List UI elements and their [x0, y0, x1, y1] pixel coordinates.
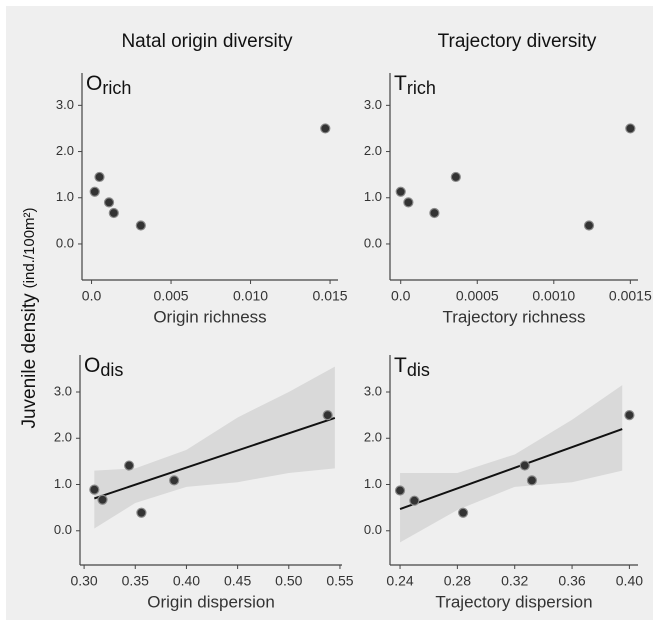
x-axis-title: Origin dispersion	[147, 592, 275, 611]
panel-title: Tdis	[394, 354, 430, 380]
point	[458, 507, 469, 518]
x-tick-label: 0.0010	[532, 288, 575, 304]
point	[320, 123, 331, 134]
point	[135, 220, 146, 231]
point	[169, 475, 180, 486]
fit-line	[94, 416, 336, 500]
y-tick-label: 0.0	[56, 235, 74, 250]
point	[625, 123, 636, 134]
y-tick-label: 2.0	[54, 430, 72, 445]
x-tick-label: 0.010	[233, 288, 268, 304]
confidence-band	[400, 385, 623, 543]
point	[583, 220, 595, 231]
x-tick-label: 0.0015	[609, 288, 652, 304]
y-tick-label: 2.0	[364, 143, 382, 158]
point	[409, 495, 420, 506]
y-label: Juvenile density	[19, 293, 40, 429]
y-tick-label: 0.0	[54, 522, 72, 537]
x-axis-title: Trajectory richness	[443, 307, 586, 326]
y-axis-title: Juvenile density (ind./100m²)	[19, 207, 40, 428]
x-axis-title: Trajectory dispersion	[435, 592, 592, 611]
panel-title-subscript: dis	[100, 360, 123, 380]
panel-title-subscript: dis	[407, 360, 430, 380]
x-tick-label: 0.0005	[456, 288, 499, 304]
x-tick-label: 0.40	[616, 573, 643, 589]
point	[519, 460, 530, 471]
fit-line	[399, 428, 623, 510]
point	[322, 410, 333, 421]
y-tick-label: 3.0	[54, 383, 72, 398]
panel-title-letter: T	[394, 354, 407, 377]
x-tick-label: 0.40	[173, 573, 200, 589]
point	[108, 207, 119, 219]
point	[89, 186, 100, 197]
point	[394, 485, 406, 496]
panel-title: Odis	[84, 354, 123, 380]
x-tick-label: 0.24	[386, 573, 413, 589]
point	[94, 171, 105, 183]
y-tick-label: 2.0	[364, 430, 382, 445]
point	[624, 410, 635, 421]
point	[136, 507, 147, 518]
x-tick-label: 0.0	[82, 288, 102, 304]
panel-title: Trich	[394, 72, 436, 98]
y-tick-label: 3.0	[364, 383, 382, 398]
x-tick-label: 0.28	[444, 573, 471, 589]
x-tick-label: 0.35	[122, 573, 149, 589]
background	[6, 6, 653, 620]
x-tick-label: 0.0	[391, 288, 411, 304]
y-tick-label: 0.0	[364, 235, 382, 250]
x-tick-label: 0.45	[224, 573, 251, 589]
x-tick-label: 0.36	[558, 573, 585, 589]
y-tick-label: 1.0	[56, 189, 74, 204]
point	[395, 186, 406, 197]
point	[89, 484, 100, 495]
point	[124, 460, 135, 471]
x-tick-label: 0.015	[313, 288, 348, 304]
x-tick-label: 0.30	[70, 573, 97, 589]
point	[403, 197, 414, 208]
x-axis-title: Origin richness	[153, 307, 266, 326]
y-tick-label: 3.0	[364, 97, 382, 112]
point	[97, 494, 108, 505]
y-label-units: (ind./100m²)	[21, 207, 38, 288]
y-tick-label: 1.0	[364, 189, 382, 204]
x-tick-label: 0.55	[326, 573, 353, 589]
y-tick-label: 2.0	[56, 143, 74, 158]
column-title: Trajectory diversity	[438, 31, 597, 52]
panel-title-subscript: rich	[407, 78, 436, 98]
y-tick-label: 1.0	[54, 476, 72, 491]
x-tick-label: 0.32	[501, 573, 528, 589]
panel-title-letter: O	[84, 354, 100, 377]
point	[103, 197, 115, 208]
panel-title: Orich	[86, 72, 131, 98]
panel-title-letter: T	[394, 72, 407, 95]
panel-title-letter: O	[86, 72, 102, 95]
y-tick-label: 1.0	[364, 476, 382, 491]
x-tick-label: 0.005	[154, 288, 189, 304]
y-tick-label: 3.0	[56, 97, 74, 112]
point	[450, 171, 461, 183]
panel-title-subscript: rich	[102, 78, 131, 98]
point	[429, 207, 440, 219]
confidence-band	[94, 366, 335, 529]
y-tick-label: 0.0	[364, 522, 382, 537]
point	[526, 475, 538, 486]
x-tick-label: 0.50	[275, 573, 302, 589]
column-title: Natal origin diversity	[121, 31, 293, 52]
